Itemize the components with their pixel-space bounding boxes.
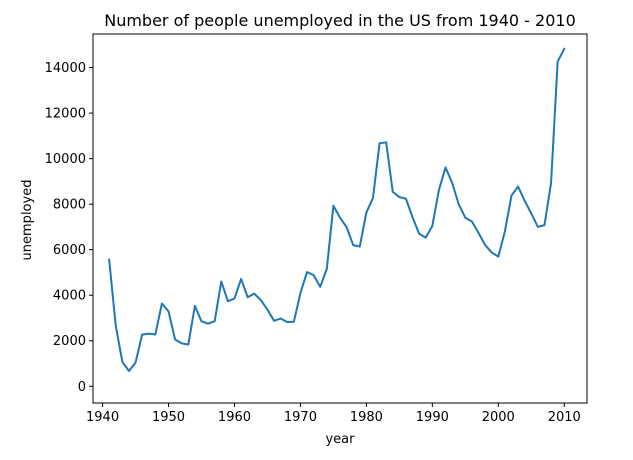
x-axis: 1940 1950 1960 1970 1980 1990 2000 2010 (86, 403, 581, 425)
y-tick-label: 2000 (53, 334, 86, 349)
y-axis: 0 2000 4000 6000 8000 10000 12000 14000 (45, 61, 93, 395)
unemployed-series-line (108, 47, 566, 373)
plot-area (108, 47, 566, 373)
x-tick-label: 2010 (548, 410, 581, 425)
y-tick-label: 0 (78, 380, 86, 395)
x-tick-label: 1970 (284, 410, 317, 425)
x-axis-label: year (325, 432, 355, 447)
x-tick-label: 1940 (86, 410, 119, 425)
y-tick-label: 6000 (53, 243, 86, 258)
y-tick-label: 12000 (45, 107, 86, 122)
axes-frame (92, 33, 588, 404)
x-tick-label: 1980 (350, 410, 383, 425)
x-tick-label: 1990 (416, 410, 449, 425)
y-tick-label: 14000 (45, 61, 86, 76)
y-tick-label: 8000 (53, 198, 86, 213)
x-tick-label: 2000 (482, 410, 515, 425)
y-tick-label: 10000 (45, 152, 86, 167)
y-tick-label: 4000 (53, 289, 86, 304)
y-axis-label: unemployed (20, 180, 35, 261)
x-tick-label: 1950 (152, 410, 185, 425)
x-tick-label: 1960 (218, 410, 251, 425)
chart-title: Number of people unemployed in the US fr… (104, 11, 576, 30)
